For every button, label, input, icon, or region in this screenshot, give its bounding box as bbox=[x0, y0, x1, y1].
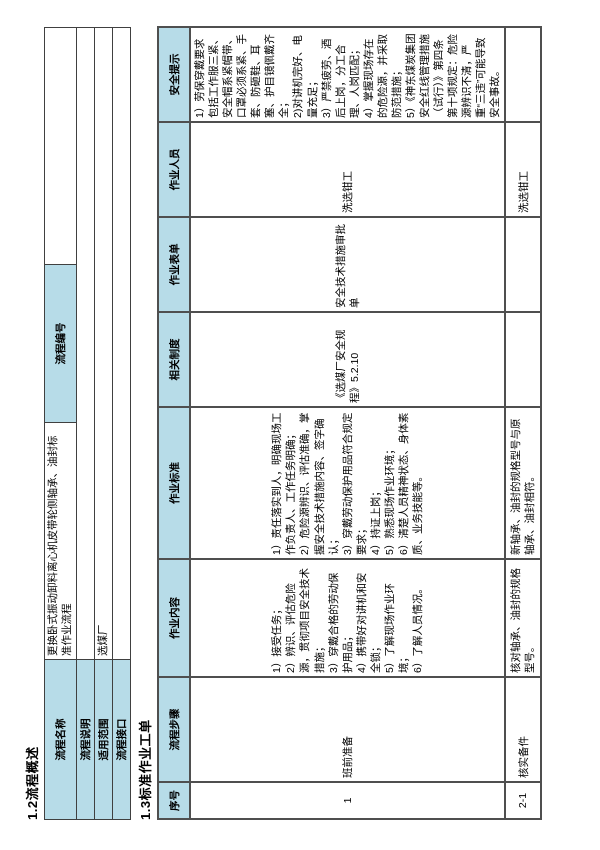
overview-table: 流程名称 更换卧式振动卸料离心机皮带轮侧轴承、油封标准作业流程 流程编号 流程说… bbox=[44, 27, 131, 820]
process-description-label: 流程说明 bbox=[76, 659, 95, 820]
section-title-work-order: 1.3标准作业工单 bbox=[138, 719, 153, 820]
section-title-overview: 1.2流程概述 bbox=[25, 746, 40, 820]
cell-personnel: 洗选钳工 bbox=[505, 122, 542, 217]
cell-form bbox=[505, 217, 542, 312]
cell-form: 安全技术措施审批单 bbox=[190, 217, 506, 312]
cell-regulation: 《选煤厂安全规程》5.2.10 bbox=[190, 312, 506, 407]
cell-content: 1）接受任务； 2）辨识、评估危险源，贯彻项目安全技术措施； 3）穿戴合格的劳动… bbox=[190, 559, 506, 677]
table-row: 1 班前准备 1）接受任务； 2）辨识、评估危险源，贯彻项目安全技术措施； 3）… bbox=[190, 27, 506, 819]
interface-value bbox=[112, 27, 131, 660]
cell-personnel: 洗选钳工 bbox=[190, 122, 506, 217]
header-personnel: 作业人员 bbox=[158, 122, 190, 217]
process-name-value: 更换卧式振动卸料离心机皮带轮侧轴承、油封标准作业流程 bbox=[44, 422, 77, 660]
cell-regulation bbox=[505, 312, 542, 407]
process-number-label: 流程编号 bbox=[44, 264, 77, 423]
header-form: 作业表单 bbox=[158, 217, 190, 312]
work-order-table: 序号 流程步骤 作业内容 作业标准 相关制度 作业表单 作业人员 安全提示 1 … bbox=[157, 26, 542, 820]
overview-row-interface: 流程接口 bbox=[112, 27, 131, 820]
header-step: 流程步骤 bbox=[158, 677, 190, 782]
process-name-label: 流程名称 bbox=[44, 659, 77, 820]
header-content: 作业内容 bbox=[158, 559, 190, 677]
cell-safety bbox=[505, 27, 542, 122]
scope-label: 适用范围 bbox=[94, 659, 113, 820]
process-number-value bbox=[44, 27, 77, 265]
header-regulation: 相关制度 bbox=[158, 312, 190, 407]
header-safety: 安全提示 bbox=[158, 27, 190, 122]
cell-safety: 1）劳保穿戴要求包括工作服三紧、安全帽系紧帽带、口罩必须系紧、手套、防砸鞋、耳塞… bbox=[190, 27, 506, 122]
table-row: 2-1 核实备件 核对轴承、油封的规格型号。 新轴承、油封的规格型号与原轴承、油… bbox=[505, 27, 542, 819]
cell-seq: 1 bbox=[190, 782, 506, 819]
scope-value: 选煤厂 bbox=[94, 27, 113, 660]
cell-step: 核实备件 bbox=[505, 677, 542, 782]
work-order-header-row: 序号 流程步骤 作业内容 作业标准 相关制度 作业表单 作业人员 安全提示 bbox=[158, 27, 190, 819]
header-seq: 序号 bbox=[158, 782, 190, 819]
cell-step: 班前准备 bbox=[190, 677, 506, 782]
header-standard: 作业标准 bbox=[158, 407, 190, 559]
interface-label: 流程接口 bbox=[112, 659, 131, 820]
cell-seq: 2-1 bbox=[505, 782, 542, 819]
cell-content: 核对轴承、油封的规格型号。 bbox=[505, 559, 542, 677]
process-description-value bbox=[76, 27, 95, 660]
cell-standard: 新轴承、油封的规格型号与原轴承、油封相符。 bbox=[505, 407, 542, 559]
overview-row-scope: 适用范围 选煤厂 bbox=[94, 27, 113, 820]
overview-row-process-description: 流程说明 bbox=[76, 27, 95, 820]
cell-standard: 1）责任落实到人，明确现场工作负责人、工作任务明确； 2）危险源辨识、评估准确，… bbox=[190, 407, 506, 559]
overview-row-process-name: 流程名称 更换卧式振动卸料离心机皮带轮侧轴承、油封标准作业流程 流程编号 bbox=[44, 27, 77, 820]
